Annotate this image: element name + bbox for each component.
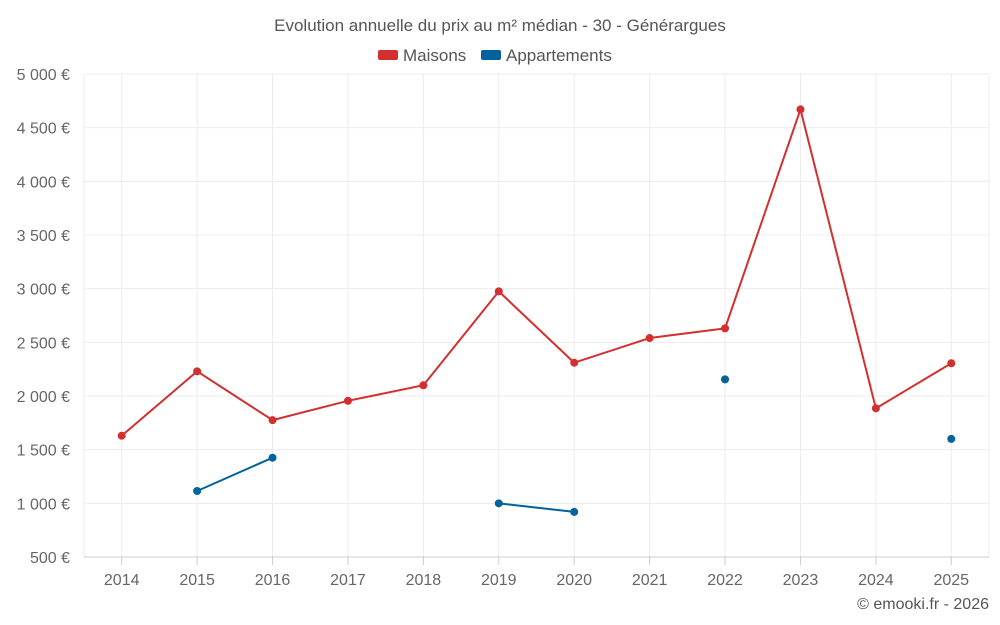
- y-tick-label: 4 000 €: [17, 174, 70, 191]
- data-point-appartements[interactable]: [570, 507, 579, 516]
- data-point-maisons[interactable]: [645, 334, 654, 343]
- data-point-maisons[interactable]: [721, 324, 730, 333]
- x-tick-label: 2015: [179, 572, 215, 589]
- x-tick-label: 2018: [406, 572, 442, 589]
- y-tick-label: 5 000 €: [17, 67, 70, 84]
- x-tick-label: 2024: [858, 572, 894, 589]
- data-point-maisons[interactable]: [494, 287, 503, 296]
- y-tick-label: 1 500 €: [17, 443, 70, 460]
- y-tick-label: 500 €: [30, 550, 70, 567]
- legend-swatch-appartements: [481, 50, 501, 60]
- legend-item-appartements[interactable]: Appartements: [481, 46, 612, 65]
- x-tick-label: 2021: [632, 572, 668, 589]
- y-tick-label: 2 500 €: [17, 335, 70, 352]
- data-point-maisons[interactable]: [419, 381, 428, 390]
- x-tick-label: 2023: [783, 572, 819, 589]
- x-tick-label: 2020: [556, 572, 592, 589]
- x-tick-label: 2019: [481, 572, 517, 589]
- legend-label-appartements: Appartements: [506, 46, 612, 65]
- x-tick-label: 2016: [255, 572, 291, 589]
- x-tick-label: 2025: [933, 572, 969, 589]
- credit-text: © emooki.fr - 2026: [857, 596, 989, 613]
- data-point-appartements[interactable]: [268, 453, 277, 462]
- series-line-appartements: [196, 456, 273, 492]
- data-point-appartements[interactable]: [193, 486, 202, 495]
- x-tick-label: 2017: [330, 572, 366, 589]
- legend-item-maisons[interactable]: Maisons: [378, 46, 466, 65]
- grid: [83, 73, 990, 557]
- legend: Maisons Appartements: [378, 46, 612, 65]
- data-point-maisons[interactable]: [570, 358, 579, 367]
- y-tick-label: 3 500 €: [17, 228, 70, 245]
- series-line-maisons: [121, 108, 952, 437]
- data-point-maisons[interactable]: [268, 416, 277, 425]
- data-point-maisons[interactable]: [796, 105, 805, 114]
- data-point-appartements[interactable]: [494, 499, 503, 508]
- y-tick-label: 3 000 €: [17, 282, 70, 299]
- y-tick-label: 2 000 €: [17, 389, 70, 406]
- data-point-maisons[interactable]: [947, 359, 956, 368]
- series: [117, 105, 956, 516]
- data-point-maisons[interactable]: [117, 431, 126, 440]
- series-line-appartements: [498, 502, 575, 513]
- legend-swatch-maisons: [378, 50, 398, 60]
- y-tick-label: 4 500 €: [17, 121, 70, 138]
- legend-label-maisons: Maisons: [403, 46, 466, 65]
- data-point-appartements[interactable]: [947, 434, 956, 443]
- chart-title: Evolution annuelle du prix au m² médian …: [274, 16, 726, 35]
- x-tick-label: 2022: [707, 572, 743, 589]
- axes: 500 € 1 000 € 1 500 € 2 000 € 2 500 € 3 000 €…: [17, 67, 989, 589]
- y-tick-label: 1 000 €: [17, 496, 70, 513]
- data-point-maisons[interactable]: [871, 404, 880, 413]
- data-point-appartements[interactable]: [721, 375, 730, 384]
- series-maisons: [117, 105, 956, 440]
- data-point-maisons[interactable]: [193, 367, 202, 376]
- data-point-maisons[interactable]: [343, 396, 352, 405]
- x-tick-label: 2014: [104, 572, 140, 589]
- series-appartements: [193, 375, 956, 516]
